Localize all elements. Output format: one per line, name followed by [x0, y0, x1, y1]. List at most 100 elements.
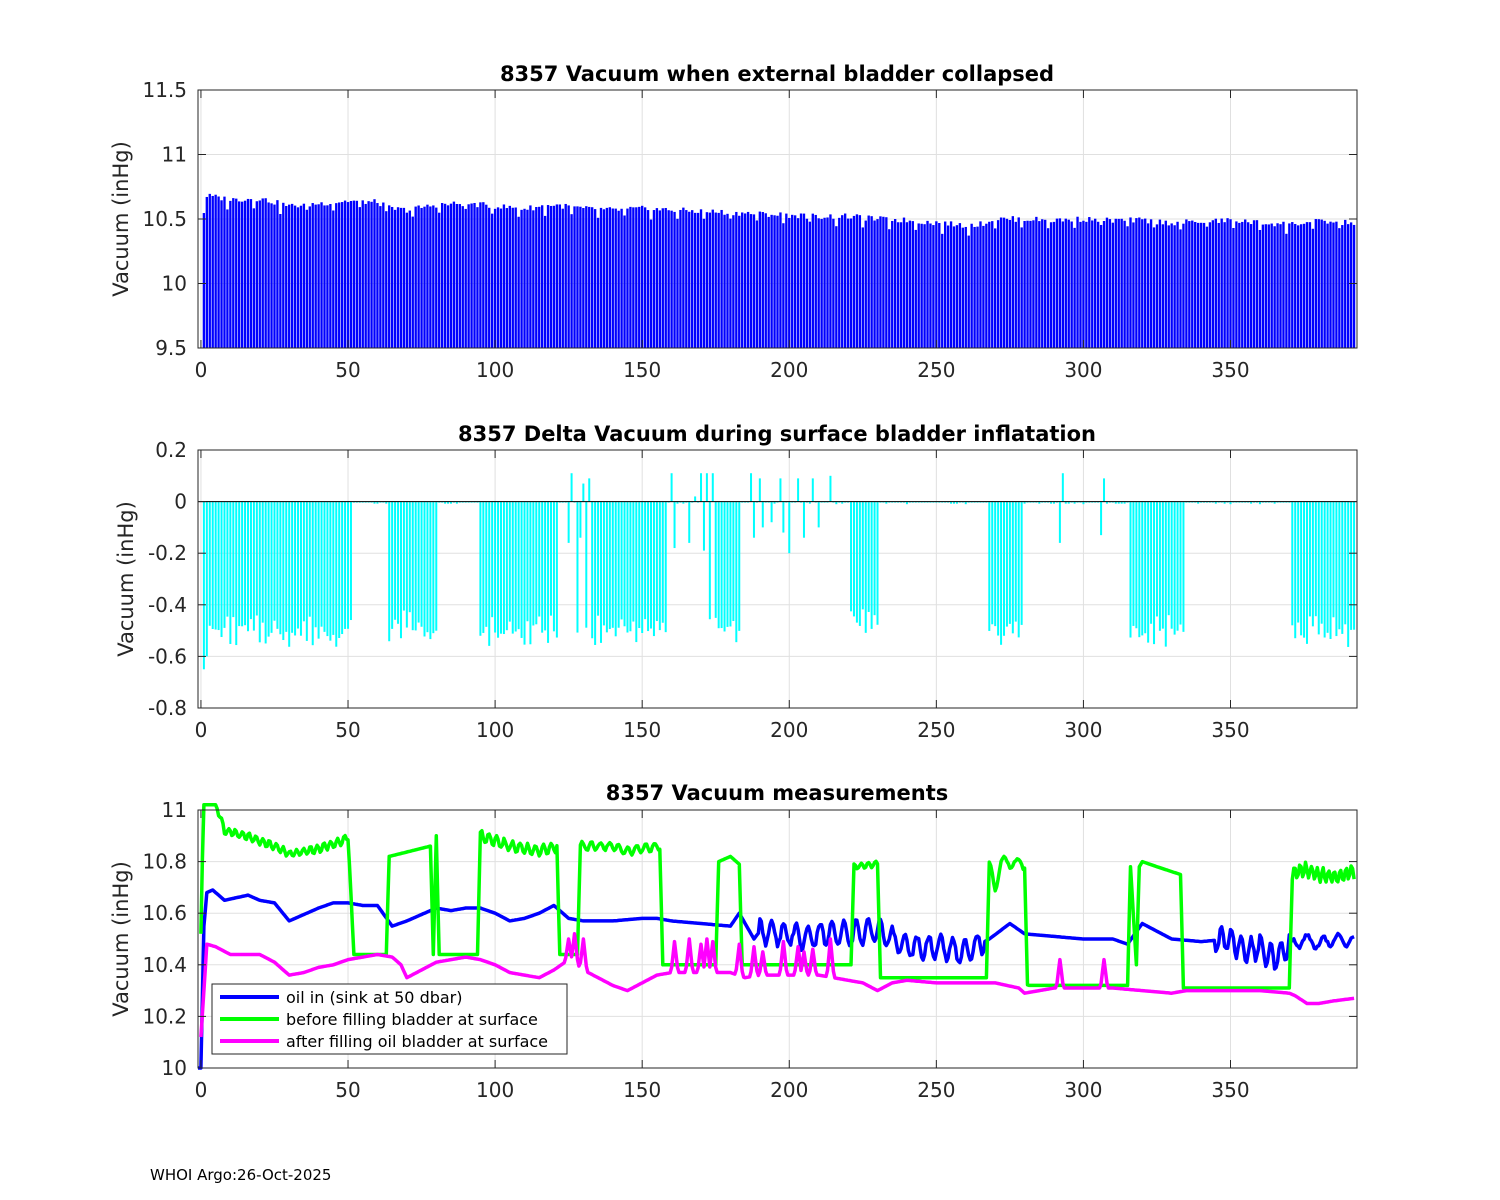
bar [855, 214, 859, 348]
bar [1008, 501, 1011, 624]
bar [579, 501, 582, 538]
bar [294, 501, 297, 636]
line-series [197, 803, 1356, 1070]
bar [1282, 221, 1285, 348]
bar [979, 221, 982, 348]
bar [1294, 501, 1297, 639]
bar [1202, 222, 1206, 348]
bar [1155, 224, 1159, 348]
y-tick-label: 10.2 [142, 1004, 187, 1028]
bar [835, 226, 838, 348]
bar [1305, 222, 1309, 348]
bar [1185, 219, 1188, 348]
bar [1041, 219, 1044, 348]
bar [785, 213, 788, 348]
bar [682, 501, 685, 504]
bar [576, 206, 579, 348]
bar [1349, 222, 1353, 348]
bar [1267, 224, 1270, 348]
bar [502, 501, 505, 635]
bar [408, 210, 411, 348]
bar [761, 501, 764, 528]
bar [599, 207, 603, 348]
legend-label-before-filling: before filling bladder at surface [286, 1010, 538, 1029]
bar [1114, 501, 1117, 504]
bar [205, 196, 209, 348]
bar [1188, 221, 1191, 348]
chart-title: 8357 Vacuum when external bladder collap… [500, 62, 1054, 86]
bar [1144, 218, 1147, 348]
bar [443, 203, 447, 348]
bar [764, 213, 767, 348]
bar [511, 501, 514, 634]
bar [688, 211, 691, 348]
bar [1329, 501, 1332, 639]
bar [1323, 501, 1326, 638]
bar [343, 200, 347, 348]
bar [814, 214, 817, 348]
bar [641, 501, 644, 633]
bar [726, 501, 729, 627]
bar [1173, 501, 1176, 635]
bar [673, 501, 676, 549]
bar [758, 478, 761, 502]
y-axis-label: Vacuum (inHg) [114, 501, 138, 657]
bar [976, 226, 979, 348]
bar [1167, 225, 1170, 348]
bar [446, 205, 450, 348]
bar [723, 501, 726, 632]
bar [276, 200, 279, 348]
bar [676, 218, 679, 348]
bar [582, 483, 585, 502]
bar [397, 501, 400, 624]
bar [535, 207, 538, 348]
bar [232, 501, 235, 618]
bar [249, 501, 252, 620]
bar [991, 501, 994, 625]
bar [876, 219, 879, 348]
y-tick-label: 11 [162, 143, 187, 167]
chart-legend[interactable]: oil in (sink at 50 dbar) before filling … [211, 983, 568, 1055]
bar [943, 221, 947, 348]
bar [1252, 220, 1256, 348]
bar [605, 501, 608, 633]
bar [1055, 218, 1059, 348]
bar [885, 217, 888, 348]
bar [1167, 501, 1170, 616]
bar [788, 217, 791, 348]
bar [708, 501, 711, 620]
bar [1344, 501, 1347, 625]
bar [517, 501, 520, 630]
bar [552, 501, 555, 632]
bar [602, 209, 606, 348]
chart-panel-delta-vacuum: 0 50 100 150 200 250 300 350 -0.8 -0.6 -0.4 -0.2 0 0.… [114, 422, 1358, 742]
bar [1335, 501, 1338, 637]
bar [470, 203, 473, 348]
bar [320, 501, 323, 627]
bar [408, 501, 411, 613]
bar [1094, 218, 1097, 348]
bar [1297, 501, 1300, 623]
bar [493, 208, 497, 348]
footer-credit: WHOI Argo:26-Oct-2025 [150, 1166, 332, 1184]
bar [591, 207, 594, 348]
bar [1285, 233, 1288, 348]
bar [835, 501, 838, 505]
bar [490, 213, 494, 348]
bar [279, 214, 282, 348]
bar [917, 223, 920, 348]
bar [320, 202, 323, 348]
bar [843, 213, 847, 348]
bar [202, 501, 205, 670]
bar [482, 202, 485, 348]
bar [447, 501, 450, 504]
bar [479, 501, 482, 636]
bar [735, 211, 738, 348]
bar [1038, 221, 1041, 348]
bar [717, 212, 720, 348]
bar [223, 196, 226, 348]
bar [435, 501, 438, 631]
bar [1146, 223, 1150, 348]
bar [1050, 501, 1053, 504]
